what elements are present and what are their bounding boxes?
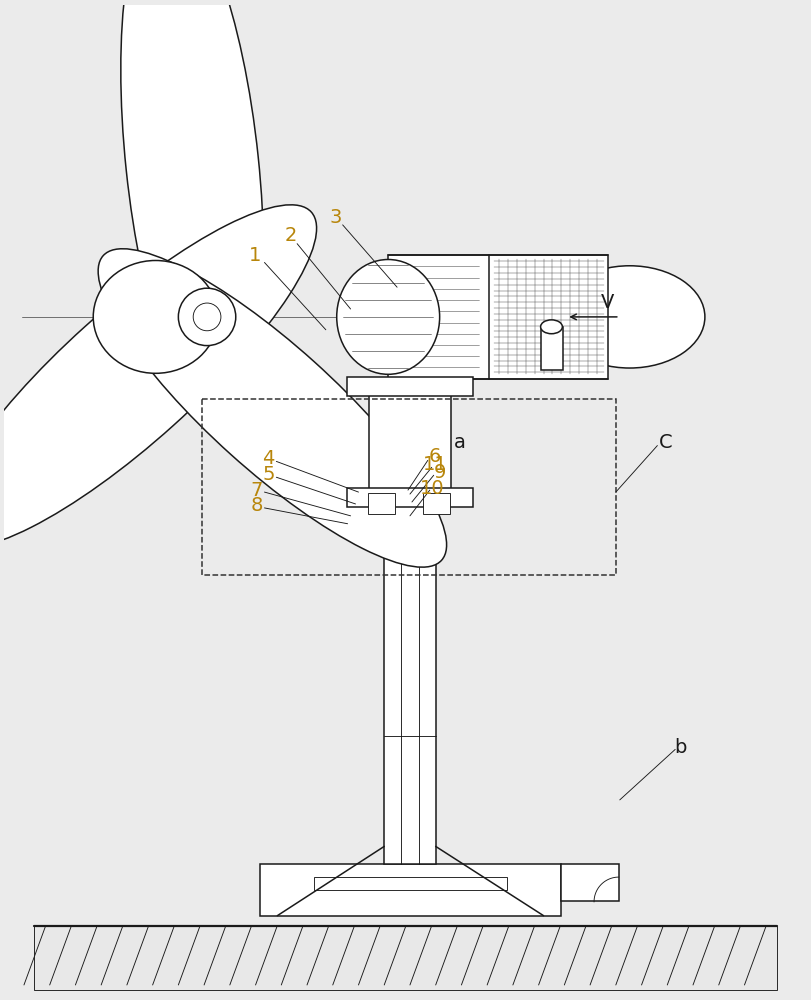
Ellipse shape [98,249,447,567]
Bar [34,926,777,990]
Bar [388,255,608,379]
Bar [368,493,395,514]
Circle shape [178,288,236,346]
Text: C: C [659,433,672,452]
Text: 2: 2 [285,226,298,245]
Bar [346,377,474,396]
Bar [314,877,507,890]
Bar [202,399,616,575]
Bar [369,379,451,497]
Text: 4: 4 [262,449,275,468]
Ellipse shape [93,260,218,373]
Ellipse shape [121,0,264,424]
Text: 3: 3 [329,208,342,227]
Text: 9: 9 [433,463,446,482]
Text: 7: 7 [251,481,263,500]
Ellipse shape [555,266,705,368]
Bar [384,497,436,864]
Bar [260,864,561,916]
Text: 11: 11 [423,455,448,474]
Bar [423,493,449,514]
Circle shape [193,303,221,331]
Text: 8: 8 [251,496,263,515]
Text: 6: 6 [428,447,441,466]
Text: b: b [674,738,686,757]
Ellipse shape [0,205,316,548]
Bar [346,488,474,507]
Ellipse shape [541,320,562,334]
Text: a: a [453,433,466,452]
Bar [561,864,619,901]
Text: 5: 5 [262,465,275,484]
Text: 10: 10 [419,479,444,498]
Ellipse shape [337,259,440,374]
Text: V: V [601,293,615,312]
Text: 1: 1 [248,246,261,265]
Bar [541,327,564,370]
